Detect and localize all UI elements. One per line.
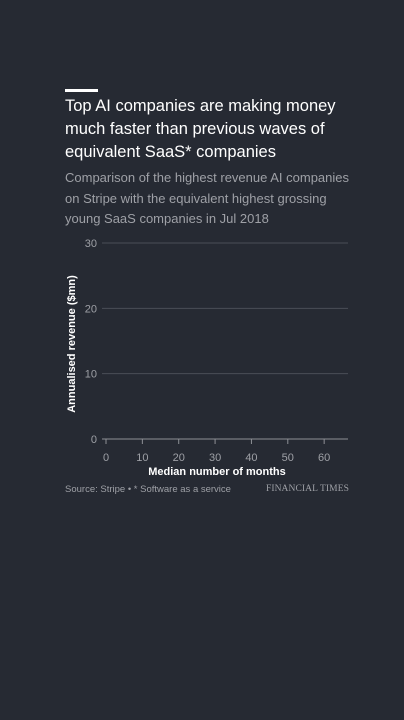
y-tick-label-20: 20 xyxy=(85,303,97,315)
x-tick-label-0: 0 xyxy=(103,452,109,464)
x-tick-label-50: 50 xyxy=(282,452,294,464)
y-tick-label-0: 0 xyxy=(91,434,97,446)
y-axis-title: Annualised revenue ($mn) xyxy=(66,275,78,413)
source-note: Source: Stripe • * Software as a service xyxy=(65,484,231,495)
publisher-brand: FINANCIAL TIMES xyxy=(265,484,349,494)
x-axis xyxy=(102,438,348,444)
x-tick-label-40: 40 xyxy=(245,452,257,464)
chart-footer: Source: Stripe • * Software as a service… xyxy=(65,484,349,498)
y-gridlines xyxy=(102,242,348,375)
title-accent-bar xyxy=(65,89,98,92)
x-tick-label-60: 60 xyxy=(318,452,330,464)
y-tick-label-30: 30 xyxy=(85,238,97,250)
chart-subtitle: Comparison of the highest revenue AI com… xyxy=(65,170,350,226)
x-axis-title: Median number of months xyxy=(148,466,286,478)
chart-area: 0 10 20 30 0 10 20 30 40 50 60 Annualised revenue… xyxy=(66,238,348,478)
y-tick-label-10: 10 xyxy=(85,369,97,381)
chart-title: Top AI companies are making money much f… xyxy=(65,97,336,161)
x-tick-label-10: 10 xyxy=(136,452,148,464)
x-tick-labels: 0 10 20 30 40 50 60 xyxy=(103,452,330,464)
x-tick-label-20: 20 xyxy=(173,452,185,464)
x-tick-label-30: 30 xyxy=(209,452,221,464)
y-tick-labels: 0 10 20 30 xyxy=(85,238,97,446)
